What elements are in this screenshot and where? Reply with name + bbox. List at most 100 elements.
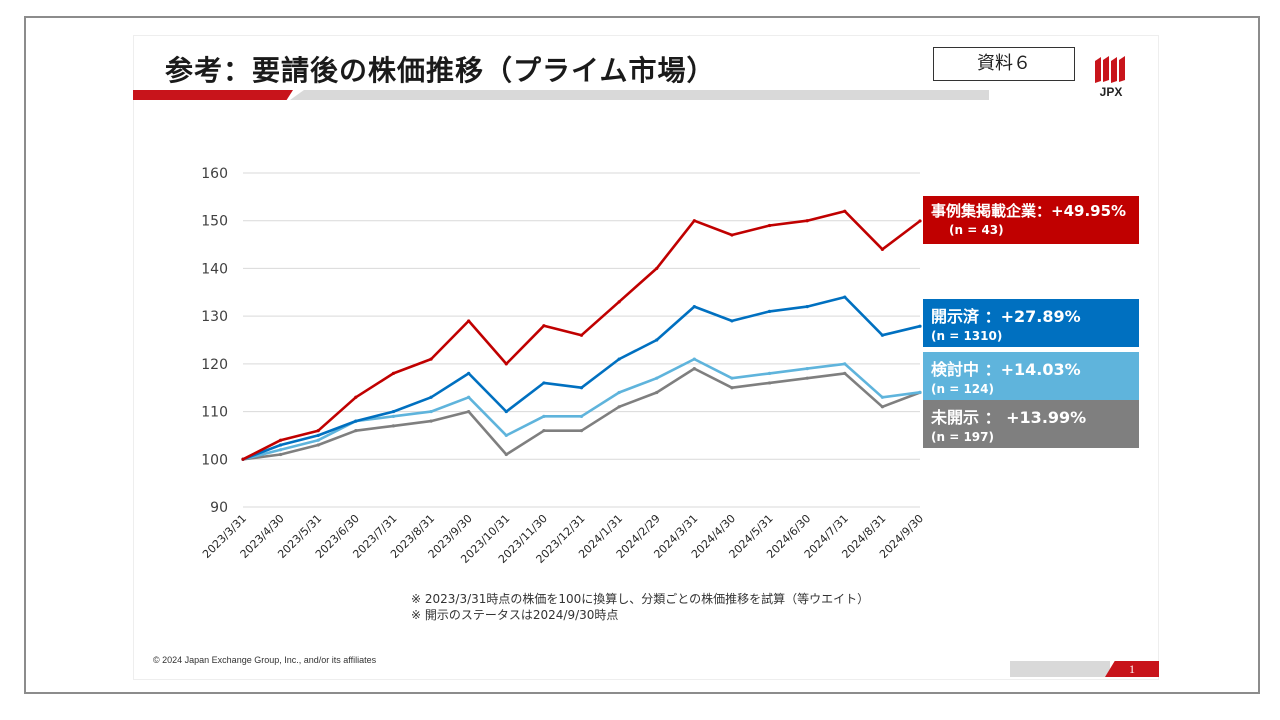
series-point: [692, 305, 696, 309]
series-point: [880, 405, 884, 409]
series-point: [467, 395, 471, 399]
series-point: [579, 333, 584, 337]
series-point: [467, 319, 471, 323]
series-point: [504, 433, 508, 438]
legend-case-study: 事例集掲載企業：+49.95% (n = 43): [923, 196, 1139, 244]
series-point: [617, 390, 621, 395]
y-tick-label: 110: [201, 405, 228, 421]
series-point: [316, 443, 320, 447]
series-point: [542, 414, 546, 418]
series-point: [429, 419, 433, 423]
series-point: [655, 266, 659, 271]
series-point: [767, 381, 772, 385]
slide-title: 参考：要請後の株価推移（プライム市場）: [165, 54, 716, 87]
series-point: [391, 414, 396, 418]
series-point: [391, 409, 396, 414]
y-tick-label: 100: [201, 452, 228, 468]
series-line: [242, 367, 921, 461]
legend-case-study-label: 事例集掲載企業：+49.95%: [931, 202, 1127, 220]
y-tick-label: 140: [201, 261, 228, 277]
series-point: [316, 429, 320, 433]
series-point: [880, 247, 884, 251]
series-point: [316, 438, 320, 442]
series-point: [730, 386, 734, 390]
series-point: [692, 357, 696, 361]
footnotes: ※ 2023/3/31時点の株価を100に換算し、分類ごとの株価推移を試算（等ウ…: [411, 591, 869, 623]
series-point: [354, 429, 358, 433]
slide: 参考：要請後の株価推移（プライム市場） 資料６ JPX 90 100 110 120 1…: [133, 35, 1159, 680]
footnote-2: ※ 開示のステータスは2024/9/30時点: [411, 608, 619, 622]
series-point: [843, 362, 847, 366]
stock-price-chart: 901001101201301401501602023/3/312023/4/3…: [200, 166, 926, 566]
y-tick-label: 90: [210, 500, 228, 516]
series-point: [805, 305, 809, 309]
series-point: [767, 223, 772, 228]
jpx-logo-icon: [1095, 56, 1125, 83]
series-point: [467, 371, 471, 375]
series-point: [805, 367, 809, 371]
series-point: [767, 371, 772, 375]
series-point: [542, 429, 546, 433]
footnote-1: ※ 2023/3/31時点の株価を100に換算し、分類ごとの株価推移を試算（等ウ…: [411, 592, 870, 606]
legend-case-study-n: (n = 43): [949, 223, 1004, 237]
jpx-logo: JPX: [1091, 55, 1131, 105]
series-point: [579, 386, 584, 390]
series-point: [279, 438, 283, 442]
series-point: [843, 295, 847, 299]
series-point: [429, 395, 433, 399]
series-point: [617, 357, 621, 361]
series-line: [242, 357, 921, 461]
series-point: [542, 324, 546, 328]
series-point: [579, 414, 584, 418]
series-point: [655, 376, 659, 380]
series-point: [391, 424, 396, 428]
y-tick-label: 160: [201, 166, 228, 182]
legend-disclosed-label: 開示済 ：+27.89%: [931, 307, 1081, 326]
series-point: [504, 362, 508, 366]
series-point: [354, 419, 358, 423]
header-divider-bar: [290, 90, 989, 100]
series-point: [354, 395, 358, 399]
series-point: [429, 409, 433, 414]
series-point: [467, 409, 471, 414]
series-point: [279, 443, 283, 447]
document-label: 資料６: [933, 47, 1075, 81]
series-point: [843, 371, 847, 375]
legend-considering-label: 検討中 ：+14.03%: [931, 360, 1081, 379]
series-point: [279, 452, 283, 457]
y-tick-label: 150: [201, 214, 228, 230]
series-point: [843, 209, 847, 213]
series-point: [429, 357, 433, 361]
series-point: [692, 367, 696, 371]
series-point: [918, 324, 922, 328]
legend-undisclosed-label: 未開示 ： +13.99%: [931, 408, 1087, 427]
series-point: [918, 390, 922, 394]
series-point: [655, 390, 659, 395]
series-point: [730, 233, 734, 237]
series-point: [391, 371, 396, 375]
series-point: [504, 452, 508, 457]
series-point: [279, 448, 283, 452]
legend-considering-n: (n = 124): [931, 382, 994, 396]
legend-disclosed-n: (n = 1310): [931, 329, 1003, 343]
series-point: [805, 376, 809, 380]
page-footer-bar: [1010, 661, 1110, 677]
logo-text: JPX: [1099, 85, 1123, 99]
header-accent-bar: [133, 90, 293, 100]
series-point: [316, 433, 320, 438]
series-point: [617, 405, 621, 409]
legend-undisclosed-n: (n = 197): [931, 430, 994, 444]
series-point: [880, 395, 884, 399]
series-point: [655, 338, 659, 342]
legend-disclosed: 開示済 ：+27.89% (n = 1310): [923, 299, 1139, 347]
series-point: [730, 319, 734, 323]
legend-undisclosed: 未開示 ： +13.99% (n = 197): [923, 400, 1139, 448]
series-point: [805, 219, 809, 223]
series-point: [767, 309, 772, 313]
legend-considering: 検討中 ：+14.03% (n = 124): [923, 352, 1139, 400]
series-point: [918, 219, 922, 223]
series-point: [617, 300, 621, 304]
y-tick-label: 130: [201, 309, 228, 325]
y-tick-label: 120: [201, 357, 228, 373]
series-point: [692, 219, 696, 223]
